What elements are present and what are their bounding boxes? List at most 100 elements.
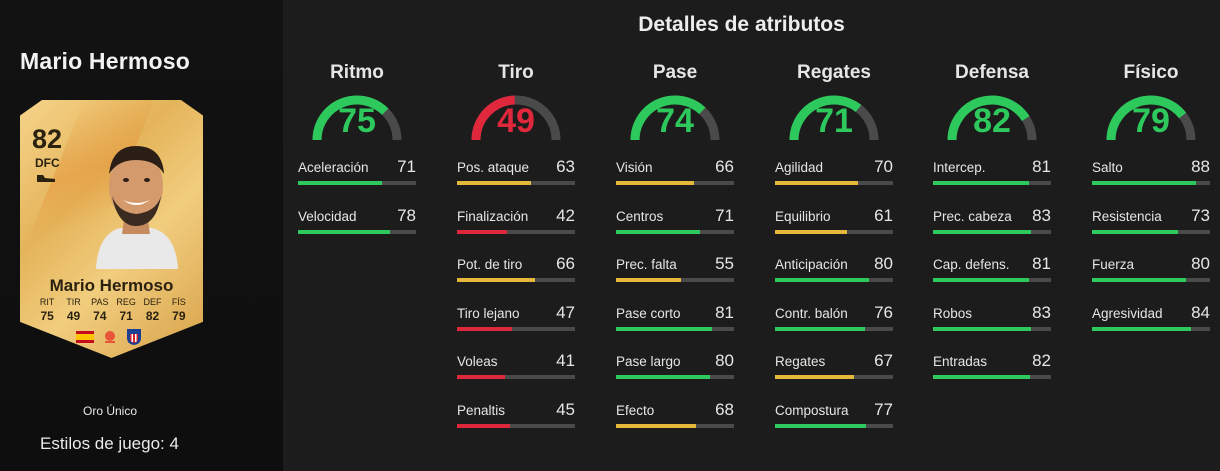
stat-value: 81 bbox=[715, 302, 734, 322]
stat-bar bbox=[616, 326, 734, 331]
stat-row[interactable]: Entradas 82 bbox=[933, 351, 1051, 401]
stat-row[interactable]: Pos. ataque 63 bbox=[457, 157, 575, 207]
stat-bar-fill bbox=[616, 181, 694, 185]
stat-row[interactable]: Cap. defens. 81 bbox=[933, 254, 1051, 304]
stat-value: 67 bbox=[874, 351, 893, 371]
stat-value: 81 bbox=[1032, 254, 1051, 274]
stat-row[interactable]: Visión 66 bbox=[616, 157, 734, 207]
stat-bar bbox=[616, 181, 734, 185]
stat-bar bbox=[457, 229, 575, 234]
play-styles-count[interactable]: Estilos de juego: 4 bbox=[40, 434, 179, 453]
stat-value: 70 bbox=[874, 157, 893, 176]
card-attribute-value: 71 bbox=[119, 309, 133, 323]
stat-row[interactable]: Robos 83 bbox=[933, 303, 1051, 353]
stat-bar bbox=[933, 181, 1051, 185]
page-title: Detalles de atributos bbox=[638, 13, 845, 36]
card-attribute-key: TIR bbox=[66, 297, 81, 307]
stat-row[interactable]: Fuerza 80 bbox=[1092, 254, 1210, 304]
stat-label: Fuerza bbox=[1092, 257, 1135, 273]
stat-bar bbox=[298, 229, 416, 234]
stat-row[interactable]: Resistencia 73 bbox=[1092, 206, 1210, 256]
stat-bar bbox=[457, 375, 575, 380]
laliga-icon bbox=[105, 331, 115, 343]
stat-row[interactable]: Pot. de tiro 66 bbox=[457, 254, 575, 304]
stat-label: Agresividad bbox=[1092, 305, 1163, 321]
stat-row[interactable]: Penaltis 45 bbox=[457, 400, 575, 450]
stat-bar bbox=[933, 229, 1051, 234]
gauge-fill bbox=[471, 95, 516, 141]
card-attribute: RIT 75 bbox=[34, 297, 60, 323]
stat-label: Finalización bbox=[457, 208, 529, 224]
category-value: 82 bbox=[973, 102, 1011, 140]
category-gauge: 74 bbox=[627, 92, 723, 144]
card-position: DFC bbox=[35, 156, 60, 170]
stat-list: Visión 66 Centros 71 Prec. falta 55 Pase corto… bbox=[616, 157, 734, 450]
stat-bar-fill bbox=[457, 229, 507, 234]
stat-row[interactable]: Efecto 68 bbox=[616, 399, 734, 450]
category-value: 79 bbox=[1132, 102, 1170, 140]
stat-bar-fill bbox=[775, 229, 847, 234]
stat-row[interactable]: Centros 71 bbox=[616, 206, 734, 256]
stat-row[interactable]: Agresividad 84 bbox=[1092, 303, 1210, 353]
stat-row[interactable]: Agilidad 70 bbox=[775, 157, 893, 207]
stat-bar bbox=[616, 375, 734, 380]
atletico-crest-icon bbox=[127, 329, 141, 345]
stat-row[interactable]: Prec. falta 55 bbox=[616, 254, 734, 304]
stat-value: 83 bbox=[1032, 205, 1051, 225]
stat-bar-fill bbox=[1092, 326, 1192, 331]
stat-bar bbox=[1092, 229, 1210, 234]
card-attribute-value: 74 bbox=[93, 309, 107, 323]
stat-value: 80 bbox=[715, 351, 734, 371]
category-value: 75 bbox=[338, 102, 376, 140]
gauge-fill bbox=[947, 95, 1030, 141]
stat-row[interactable]: Prec. cabeza 83 bbox=[933, 205, 1051, 256]
stat-row[interactable]: Compostura 77 bbox=[775, 400, 893, 450]
stat-bar-fill bbox=[616, 229, 700, 234]
stat-value: 80 bbox=[1191, 254, 1210, 274]
stat-bar-fill bbox=[1092, 278, 1187, 283]
stat-bar bbox=[775, 229, 893, 234]
stat-bar-fill bbox=[457, 181, 532, 185]
stat-row[interactable]: Pase largo 80 bbox=[616, 351, 734, 401]
stat-row[interactable]: Intercep. 81 bbox=[933, 157, 1051, 207]
stat-bar-fill bbox=[933, 375, 1030, 380]
stat-value: 81 bbox=[1032, 157, 1051, 176]
stat-row[interactable]: Salto 88 bbox=[1092, 157, 1210, 207]
stat-row[interactable]: Regates 67 bbox=[775, 351, 893, 401]
stat-row[interactable]: Pase corto 81 bbox=[616, 302, 734, 353]
stat-value: 68 bbox=[715, 399, 734, 419]
card-attribute: REG 71 bbox=[113, 297, 139, 323]
stat-label: Entradas bbox=[933, 354, 988, 370]
stat-row[interactable]: Contr. balón 76 bbox=[775, 302, 893, 353]
card-type-label: Oro Único bbox=[82, 404, 138, 418]
card-badges bbox=[76, 328, 142, 346]
category-gauge: 71 bbox=[786, 92, 882, 144]
stat-bar bbox=[933, 375, 1051, 380]
stat-label: Regates bbox=[775, 354, 826, 370]
stat-row[interactable]: Voleas 41 bbox=[457, 351, 575, 401]
stat-label: Penaltis bbox=[457, 402, 506, 418]
gauge-fill bbox=[789, 95, 862, 141]
stat-label: Contr. balón bbox=[775, 305, 848, 321]
stat-value: 76 bbox=[874, 302, 893, 322]
category-title: Regates bbox=[797, 62, 871, 83]
stat-bar-fill bbox=[933, 326, 1031, 331]
gauge-fill bbox=[1106, 95, 1187, 141]
stat-row[interactable]: Velocidad 78 bbox=[298, 206, 416, 256]
stat-bar bbox=[1092, 326, 1210, 331]
stat-bar bbox=[775, 423, 893, 428]
stat-label: Prec. falta bbox=[616, 257, 677, 273]
stat-row[interactable]: Aceleración 71 bbox=[298, 157, 416, 207]
stat-bar-fill bbox=[933, 278, 1029, 283]
stat-row[interactable]: Tiro lejano 47 bbox=[457, 303, 575, 353]
stat-row[interactable]: Finalización 42 bbox=[457, 206, 575, 256]
category-gauge: 79 bbox=[1103, 92, 1199, 144]
stat-label: Robos bbox=[933, 305, 973, 321]
stat-label: Velocidad bbox=[298, 208, 357, 224]
player-card[interactable]: 82 DFC Mario Hermoso RIT 75 TIR 49 PAS 74 REG 7… bbox=[20, 100, 203, 358]
card-attribute-key: DEF bbox=[143, 297, 162, 307]
stat-row[interactable]: Anticipación 80 bbox=[775, 254, 893, 304]
stat-row[interactable]: Equilibrio 61 bbox=[775, 206, 893, 256]
stat-label: Agilidad bbox=[775, 160, 824, 175]
player-name: Mario Hermoso bbox=[20, 48, 191, 74]
